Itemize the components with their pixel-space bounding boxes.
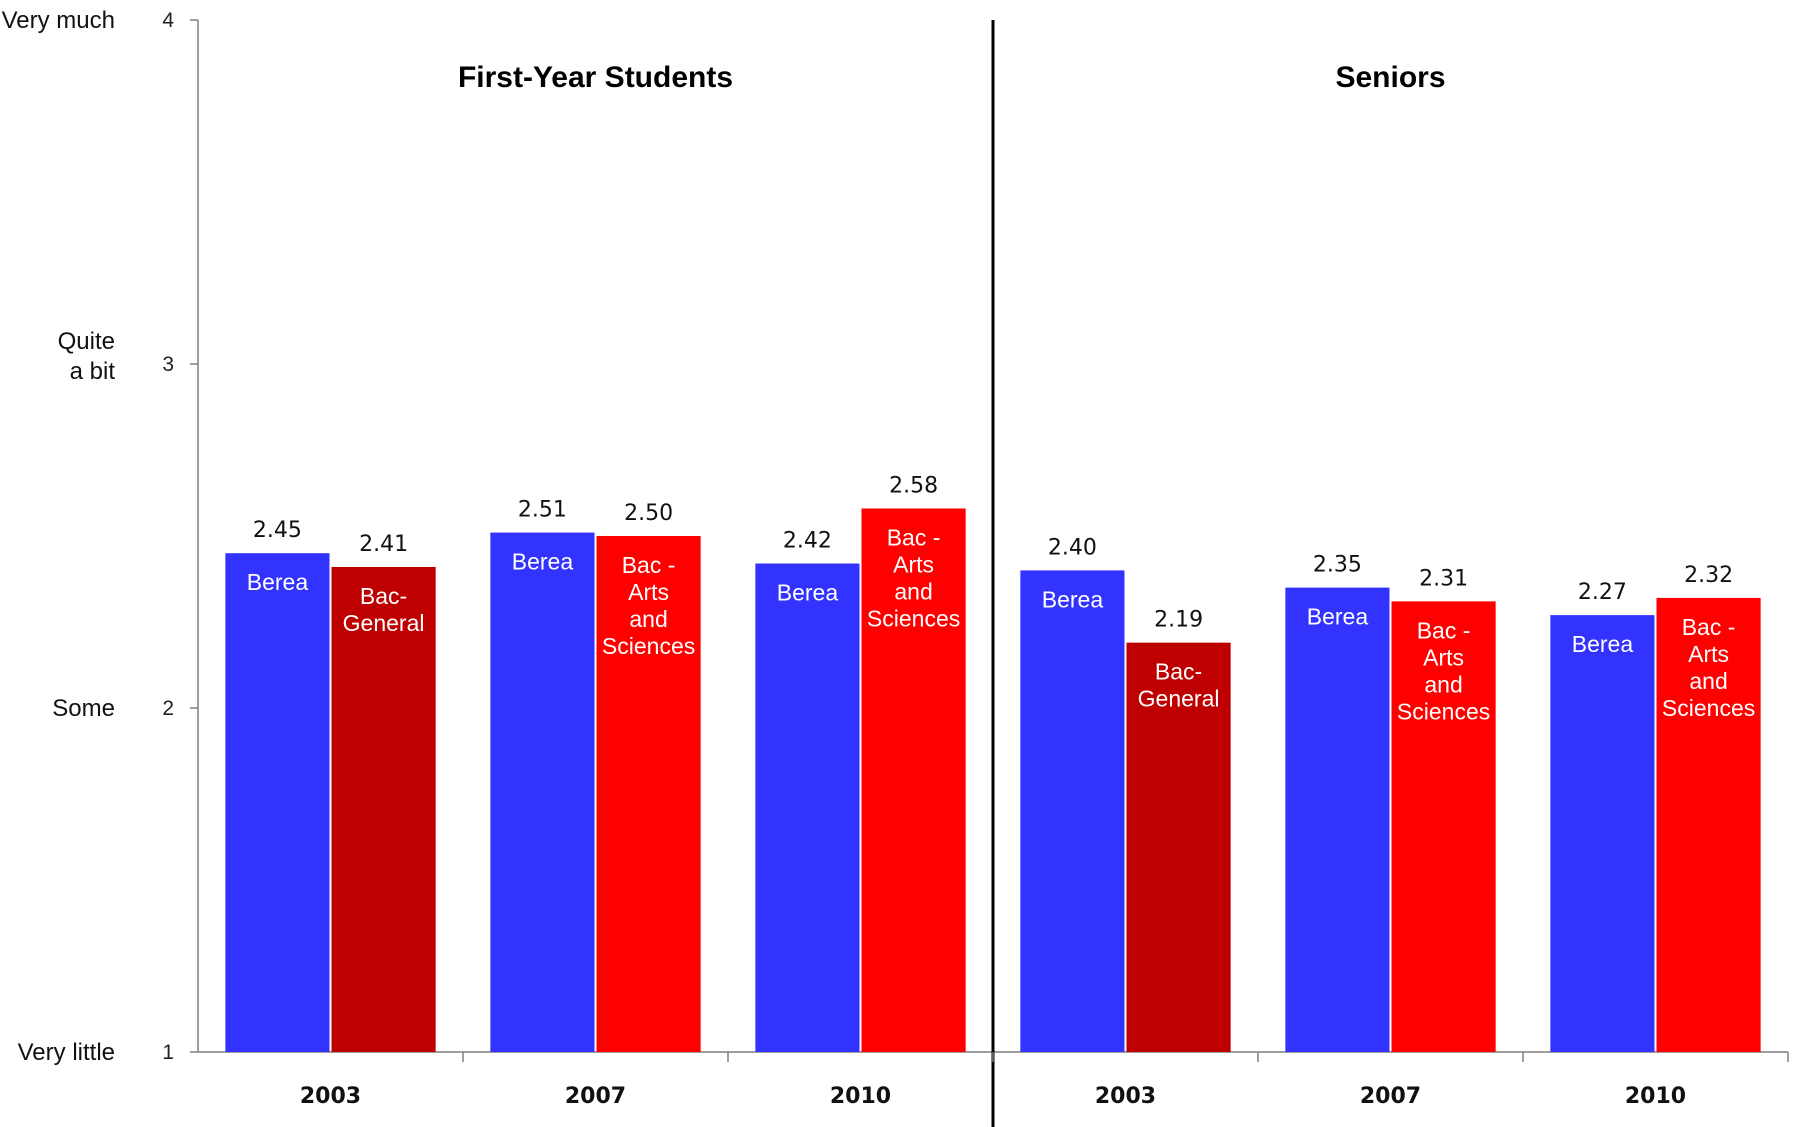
bar-series-label: and [894,578,932,604]
bar-series-label: Berea [1307,604,1369,630]
data-label: 2.32 [1684,563,1733,588]
bar-series-label: Arts [628,579,669,605]
bar-series-label: and [1689,668,1727,694]
bar-series-label: Bac - [887,524,941,550]
bar-series-label: and [1424,671,1462,697]
bar-series-label: Bac - [622,552,676,578]
panel-title: First-Year Students [458,61,733,94]
y-scale-label: Very much [2,7,115,34]
data-label: 2.51 [518,498,567,523]
bar [225,553,330,1052]
data-label: 2.58 [889,473,938,498]
data-label: 2.50 [624,501,673,526]
data-label: 2.27 [1578,580,1627,605]
bar-series-label: Bac- [360,583,407,609]
bar-series-label: Bac - [1682,614,1736,640]
data-label: 2.45 [253,518,302,543]
bar [596,536,701,1052]
bar-series-label: Berea [512,549,574,575]
y-tick-label: 2 [162,697,174,720]
x-category-label: 2003 [1095,1084,1156,1109]
bar-series-label: Bac- [1155,659,1202,685]
bar-series-label: General [343,610,425,636]
bar-series-label: Sciences [602,633,695,659]
y-scale-label: Some [52,695,115,722]
bar-series-label: Berea [1042,586,1104,612]
bar [490,532,595,1052]
bar [1020,570,1125,1052]
bar [1550,615,1655,1052]
y-tick-label: 4 [162,9,174,32]
bar [1656,597,1761,1052]
bar-series-label: Berea [777,580,839,606]
bar [1126,642,1231,1052]
bar-series-label: Arts [1688,641,1729,667]
bar [1391,601,1496,1052]
bar-series-label: Arts [893,551,934,577]
bar-series-label: Bac - [1417,617,1471,643]
bar [861,508,966,1053]
y-scale-label: a bit [70,358,116,385]
data-label: 2.41 [359,532,408,557]
bar [1285,587,1390,1052]
bar-series-label: Sciences [867,605,960,631]
x-category-label: 2007 [1360,1084,1421,1109]
bar-series-label: and [629,606,667,632]
data-label: 2.40 [1048,535,1097,560]
data-label: 2.19 [1154,608,1203,633]
bar [755,563,860,1052]
bar-series-label: Sciences [1397,698,1490,724]
panel-title: Seniors [1335,61,1445,94]
data-label: 2.31 [1419,566,1468,591]
data-label: 2.35 [1313,553,1362,578]
data-label: 2.42 [783,529,832,554]
bar-series-label: Berea [1572,631,1634,657]
bar-series-label: Berea [247,569,309,595]
bar-series-label: Sciences [1662,695,1755,721]
bar [331,566,436,1052]
y-tick-label: 1 [162,1041,174,1064]
bar-series-label: Arts [1423,644,1464,670]
x-category-label: 2003 [300,1084,361,1109]
x-category-label: 2007 [565,1084,626,1109]
y-scale-label: Quite [58,328,115,355]
y-scale-label: Very little [18,1039,115,1066]
x-category-label: 2010 [1625,1084,1686,1109]
bar-series-label: General [1138,686,1220,712]
y-tick-label: 3 [162,353,174,376]
x-category-label: 2010 [830,1084,891,1109]
